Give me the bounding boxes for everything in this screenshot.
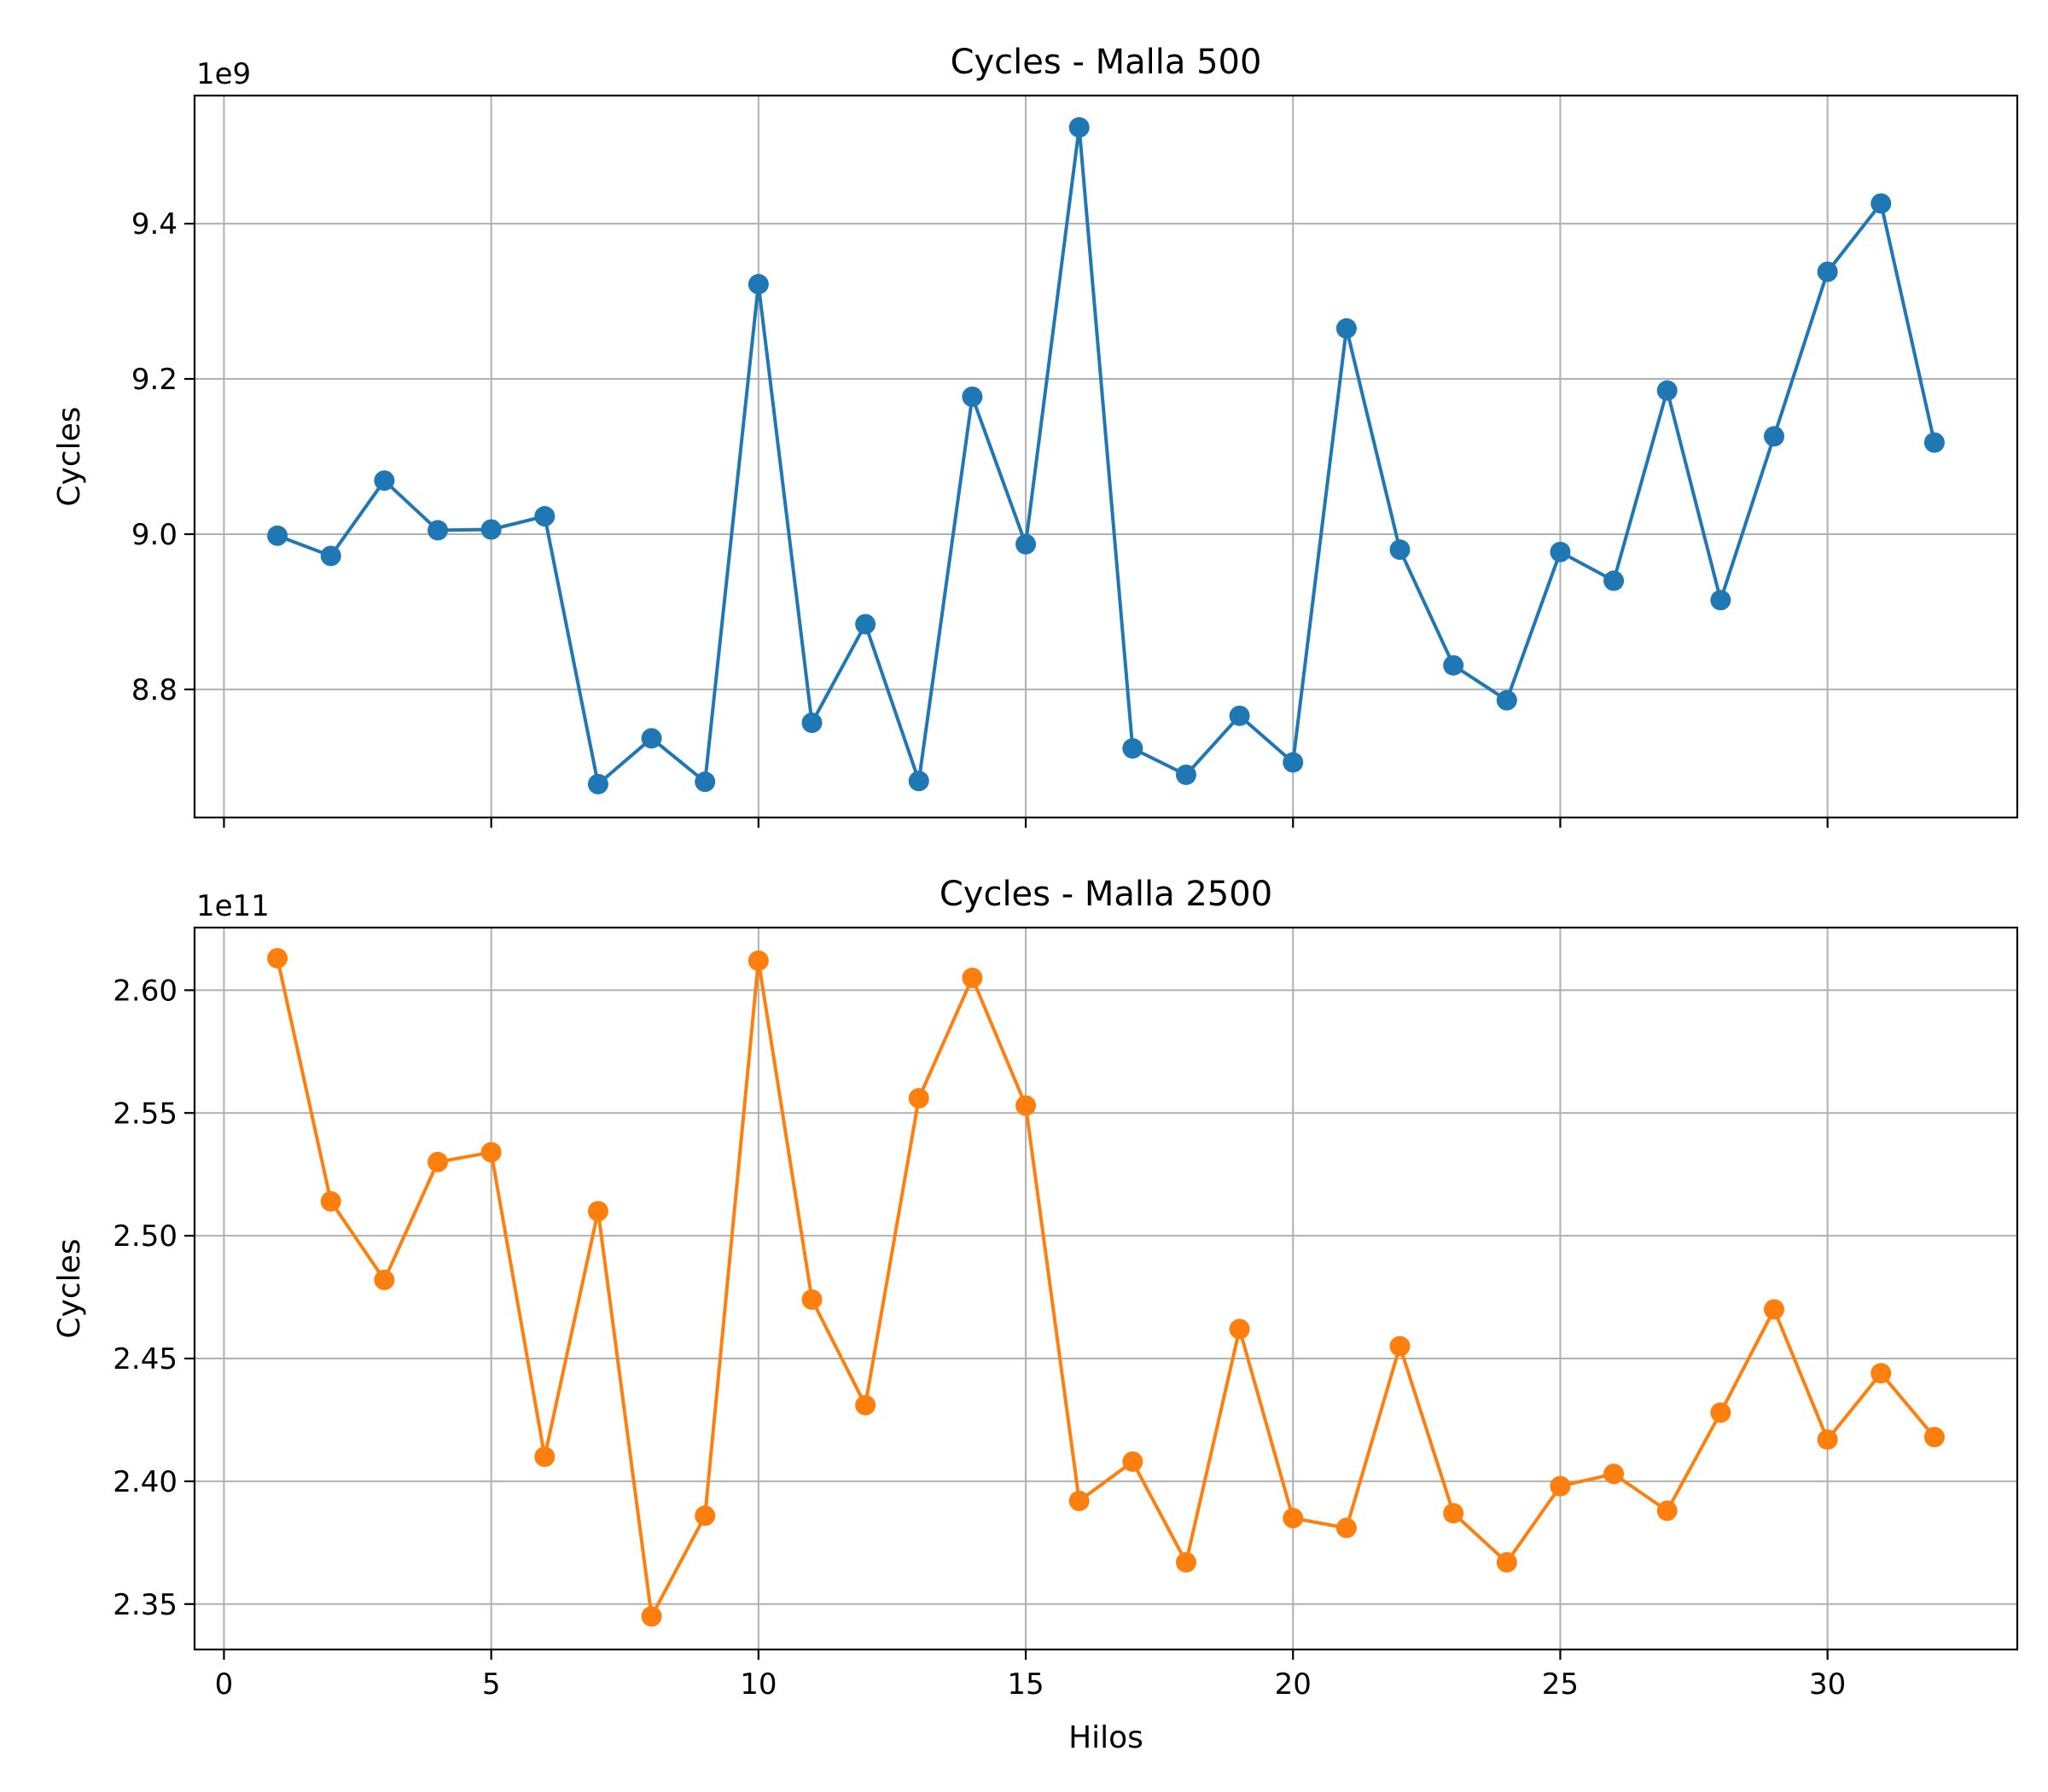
data-point (480, 1142, 502, 1163)
data-point (1923, 1427, 1945, 1448)
data-point (1710, 1402, 1731, 1423)
y-tick-label: 2.45 (113, 1342, 177, 1376)
data-point (1122, 738, 1143, 759)
data-point (908, 1087, 929, 1108)
x-tick-label: 0 (215, 1667, 234, 1702)
data-point (1015, 1095, 1037, 1116)
data-point (1603, 570, 1625, 591)
data-point (1389, 539, 1411, 561)
data-point (320, 545, 341, 567)
data-point (908, 771, 929, 792)
data-point (1496, 689, 1517, 711)
data-point (1603, 1463, 1625, 1485)
data-point (267, 525, 288, 546)
data-point (1496, 1551, 1517, 1573)
data-point (1068, 117, 1090, 138)
data-point (1015, 533, 1037, 555)
data-point (801, 713, 823, 734)
data-point (1175, 764, 1196, 785)
data-point (587, 1201, 608, 1222)
data-point (1550, 1475, 1571, 1497)
x-axis-label: Hilos (1068, 1720, 1143, 1755)
data-point (1068, 1490, 1090, 1511)
data-point (641, 1606, 662, 1627)
data-point (1817, 1428, 1838, 1450)
y-axis-label: Cycles (52, 406, 87, 506)
data-point (1443, 1503, 1464, 1524)
data-point (1335, 317, 1357, 339)
data-point (641, 728, 662, 749)
x-tick-label: 10 (740, 1667, 777, 1702)
data-point (320, 1190, 341, 1212)
data-point (267, 947, 288, 969)
y-tick-label: 8.8 (131, 673, 177, 707)
data-point (534, 506, 556, 527)
y-tick-label: 9.2 (131, 363, 177, 397)
y-tick-label: 2.35 (113, 1588, 177, 1622)
y-tick-label: 2.50 (113, 1219, 177, 1254)
data-point (1283, 752, 1304, 773)
data-point (1871, 193, 1892, 214)
y-tick-label: 2.40 (113, 1465, 177, 1499)
y-tick-label: 9.4 (131, 207, 177, 241)
y-tick-label: 2.60 (113, 974, 177, 1008)
data-point (1389, 1335, 1411, 1357)
data-point (374, 470, 395, 492)
data-point (587, 773, 608, 794)
data-point (695, 1505, 716, 1527)
y-axis-label: Cycles (52, 1238, 87, 1338)
x-tick-label: 20 (1275, 1667, 1312, 1702)
data-point (1763, 1299, 1784, 1320)
y-offset-label: 1e9 (196, 57, 251, 91)
chart-panel-malla-500: Cycles - Malla 500 1e9 Cycles 8.8 9.0 9.2 9… (52, 43, 2019, 828)
data-point (1817, 261, 1838, 282)
data-point (1763, 426, 1784, 447)
data-point (1550, 541, 1571, 562)
data-point (855, 614, 876, 635)
series-line (276, 957, 1936, 1619)
plot-frame (193, 926, 2019, 1651)
data-point (962, 967, 983, 988)
x-tick-label: 15 (1007, 1667, 1044, 1702)
grid-lines (195, 928, 2017, 1649)
data-point (1656, 380, 1678, 401)
chart-title: Cycles - Malla 2500 (940, 875, 1272, 914)
data-point (1923, 432, 1945, 453)
x-tick-label: 5 (482, 1667, 501, 1702)
plot-frame (193, 94, 2019, 819)
x-tick-label: 25 (1542, 1667, 1579, 1702)
data-point (1335, 1517, 1357, 1539)
y-tick-label: 2.55 (113, 1097, 177, 1131)
data-point (695, 771, 716, 793)
data-point (1710, 590, 1731, 611)
data-point (801, 1289, 823, 1310)
data-point (534, 1446, 556, 1468)
data-point (480, 519, 502, 540)
data-point (1656, 1500, 1678, 1521)
data-point (1175, 1551, 1196, 1573)
x-tick-label: 30 (1809, 1667, 1846, 1702)
data-point (855, 1394, 876, 1416)
y-offset-label: 1e11 (196, 889, 270, 923)
data-point (1283, 1508, 1304, 1529)
data-point (748, 950, 769, 971)
data-point (1871, 1363, 1892, 1384)
data-point (374, 1269, 395, 1290)
data-point (1443, 655, 1464, 676)
chart-panel-malla-2500: Cycles - Malla 2500 1e11 Cycles Hilos 0 5… (52, 875, 2019, 1755)
data-point (962, 386, 983, 407)
data-point (1229, 1318, 1250, 1340)
series-line (276, 125, 1936, 786)
y-tick-label: 9.0 (131, 518, 177, 552)
data-point (1229, 705, 1250, 726)
data-point (748, 274, 769, 295)
chart-title: Cycles - Malla 500 (951, 43, 1262, 82)
data-point (428, 1151, 449, 1172)
data-point (1122, 1451, 1143, 1472)
data-point (428, 520, 449, 541)
